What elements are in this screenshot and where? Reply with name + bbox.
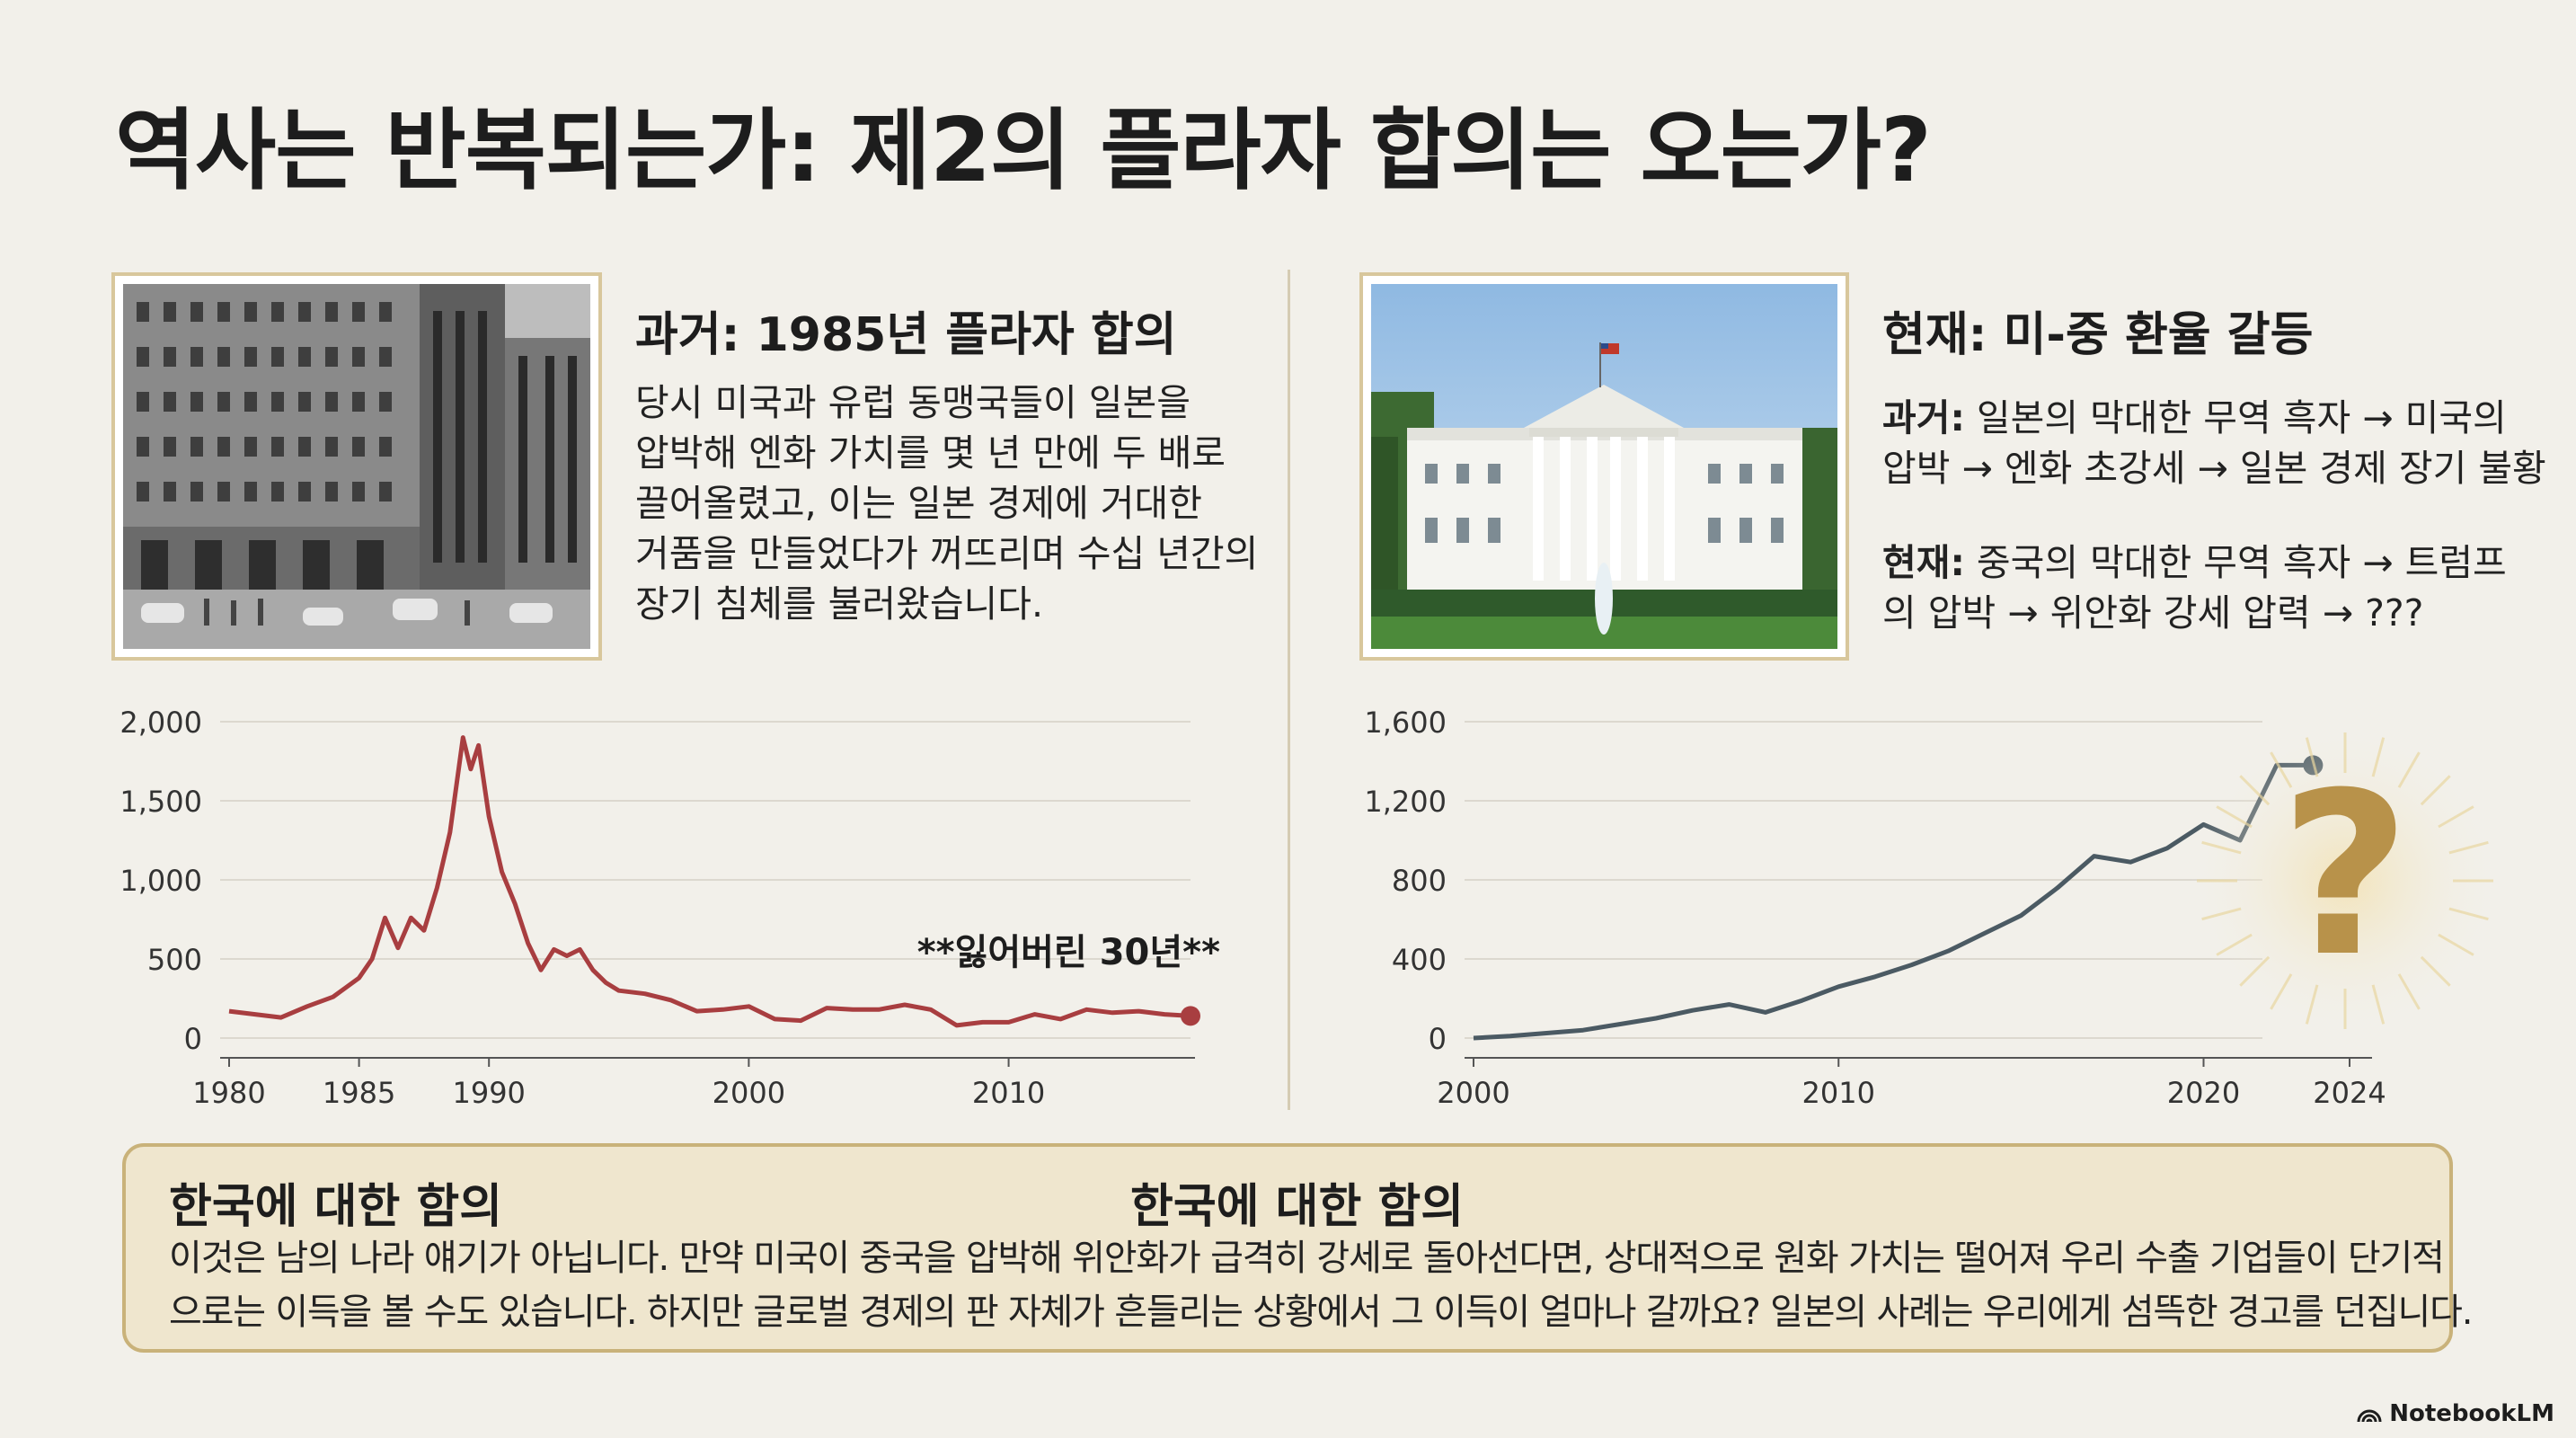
ray xyxy=(2420,775,2451,806)
box-line-1: 이것은 남의 나라 얘기가 아닙니다. 만약 미국이 중국을 압박해 위안화가 … xyxy=(169,1238,2445,1279)
left-body-line: 장기 침체를 불러왔습니다. xyxy=(635,582,1044,626)
left-body-line: 압박해 엔화 가치를 몇 년 만에 두 배로 xyxy=(635,431,1226,475)
y-tick-label: 1,200 xyxy=(1364,785,1447,819)
ray xyxy=(2216,933,2253,956)
brand-name: NotebookLM xyxy=(2389,1400,2554,1427)
ray xyxy=(2397,973,2421,1010)
y-tick-label: 400 xyxy=(1392,943,1447,977)
ray xyxy=(2239,775,2271,806)
brand-logo: NotebookLM xyxy=(2357,1400,2554,1427)
vertical-divider xyxy=(1288,270,1290,1110)
y-tick-label: 1,600 xyxy=(1364,706,1447,740)
series-line xyxy=(228,735,1191,1028)
ray xyxy=(2201,907,2242,921)
box-body: 이것은 남의 나라 얘기가 아닙니다. 만약 미국이 중국을 압박해 위안화가 … xyxy=(169,1231,2473,1339)
box-line-2: 으로는 이득을 볼 수도 있습니다. 하지만 글로벌 경제의 판 자체가 흔들리… xyxy=(169,1292,2473,1333)
page-title: 역사는 반복되는가: 제2의 플라자 합의는 오는가? xyxy=(115,100,1932,202)
lost-decades-annotation: **잃어버린 30년** xyxy=(917,932,1220,973)
ray xyxy=(2371,737,2386,777)
right-past-line: 과거: 일본의 막대한 무역 흑자 → 미국의 xyxy=(1882,393,2546,443)
ray xyxy=(2305,737,2319,777)
right-now-line-2: 의 압박 → 위안화 강세 압력 → ??? xyxy=(1882,591,2424,635)
y-tick-label: 1,500 xyxy=(120,785,202,819)
left-heading: 과거: 1985년 플라자 합의 xyxy=(635,308,1177,362)
ray xyxy=(2397,751,2421,788)
trade-surplus-chart: 1,600 1,200 800 400 0 2000 2010 2020 2024? xyxy=(1364,706,2502,1110)
question-rays xyxy=(2197,732,2493,1029)
past-line-1: 일본의 막대한 무역 흑자 → 미국의 xyxy=(1976,396,2507,439)
ray xyxy=(2239,955,2271,987)
white-house-photo xyxy=(1359,272,1849,661)
x-tick-label: 2010 xyxy=(972,1076,1045,1110)
ray xyxy=(2270,973,2293,1010)
ray xyxy=(2371,984,2386,1025)
box-heading: 한국에 대한 함의 xyxy=(169,1180,503,1234)
right-now-line: 현재: 중국의 막대한 무역 흑자 → 트럼프 xyxy=(1882,537,2507,588)
series-line xyxy=(1473,762,2314,1041)
ray xyxy=(2216,805,2253,829)
ray xyxy=(2201,840,2242,855)
now-line-1: 중국의 막대한 무역 흑자 → 트럼프 xyxy=(1976,541,2507,584)
ray xyxy=(2270,751,2293,788)
ray xyxy=(2305,984,2319,1025)
x-tick-label: 1985 xyxy=(323,1076,395,1110)
now-label: 현재: xyxy=(1882,541,1965,584)
x-tick-label: 1990 xyxy=(452,1076,525,1110)
right-heading: 현재: 미-중 환율 갈등 xyxy=(1882,308,2314,362)
notebooklm-icon xyxy=(2357,1409,2382,1423)
plaza-hotel-photo xyxy=(111,272,602,661)
ray xyxy=(2448,840,2489,855)
past-label: 과거: xyxy=(1882,396,1965,439)
box-heading-duplicate: 한국에 대한 함의 xyxy=(1130,1180,1465,1234)
y-tick-label: 0 xyxy=(1429,1022,1447,1056)
ray xyxy=(2438,933,2474,956)
series-end-point xyxy=(1181,1006,1200,1026)
y-tick-label: 500 xyxy=(147,943,202,977)
ray xyxy=(2438,805,2474,829)
x-tick-label: 2020 xyxy=(2167,1076,2240,1110)
nikkei-chart: 2,000 1,500 1,000 500 0 1980 1985 1990 2000 2010 *… xyxy=(120,706,1220,1110)
y-tick-label: 2,000 xyxy=(120,706,202,740)
x-tick-label: 2000 xyxy=(1437,1076,1509,1110)
y-tick-label: 0 xyxy=(184,1022,202,1056)
korea-implication-box: 한국에 대한 함의 한국에 대한 함의 이것은 남의 나라 얘기가 아닙니다. … xyxy=(122,1143,2473,1353)
x-tick-label: 2024 xyxy=(2313,1076,2386,1110)
x-tick-label: 1980 xyxy=(192,1076,265,1110)
left-body-line: 끌어올렸고, 이는 일본 경제에 거대한 xyxy=(635,482,1202,525)
right-past-line-2: 압박 → 엔화 초강세 → 일본 경제 장기 불황 xyxy=(1882,447,2546,490)
y-tick-label: 800 xyxy=(1392,864,1447,898)
ray xyxy=(2448,907,2489,921)
ray xyxy=(2420,955,2451,987)
left-body: 당시 미국과 유럽 동맹국들이 일본을 압박해 엔화 가치를 몇 년 만에 두 … xyxy=(635,377,1258,629)
left-body-line: 거품을 만들었다가 꺼뜨리며 수십 년간의 xyxy=(635,532,1259,575)
y-tick-label: 1,000 xyxy=(120,864,202,898)
x-tick-label: 2000 xyxy=(713,1076,785,1110)
right-now-text: 현재: 중국의 막대한 무역 흑자 → 트럼프 의 압박 → 위안화 강세 압력… xyxy=(1882,537,2507,638)
right-past-text: 과거: 일본의 막대한 무역 흑자 → 미국의 압박 → 엔화 초강세 → 일본… xyxy=(1882,393,2546,493)
left-body-line: 당시 미국과 유럽 동맹국들이 일본을 xyxy=(635,381,1191,424)
x-tick-label: 2010 xyxy=(1802,1076,1875,1110)
question-mark-icon: ? xyxy=(2279,744,2410,1006)
